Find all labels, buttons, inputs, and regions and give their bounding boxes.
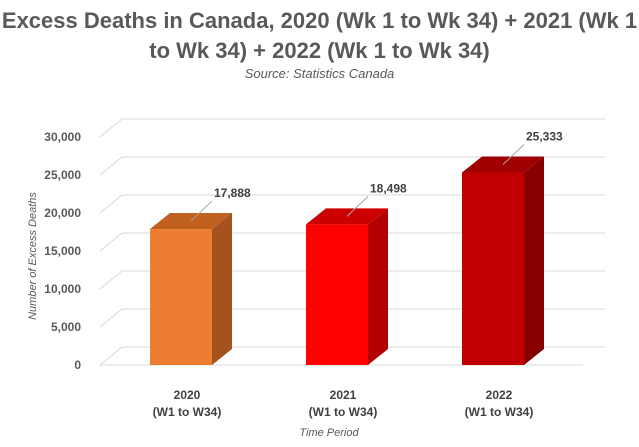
data-label: 25,333	[526, 129, 563, 143]
data-labels: 17,888 18,498 25,333	[190, 129, 563, 222]
x-axis-title: Time Period	[299, 427, 359, 439]
data-label: 18,498	[370, 181, 407, 195]
x-tick-label: (W1 to W34)	[153, 405, 222, 419]
y-tick-label: 15,000	[44, 244, 81, 258]
x-tick-label: 2022	[486, 388, 513, 402]
gridline-side	[99, 308, 123, 328]
bar-front	[462, 172, 524, 365]
x-tick-label: (W1 to W34)	[465, 405, 534, 419]
gridline-side	[99, 270, 123, 290]
bar-2	[462, 156, 544, 365]
x-axis-categories: 2020 (W1 to W34) 2021 (W1 to W34) 2022 (W1 to…	[153, 388, 534, 419]
gridline-side	[99, 156, 123, 176]
x-tick-label: 2021	[330, 388, 357, 402]
gridline-side	[99, 194, 123, 214]
y-tick-label: 10,000	[44, 282, 81, 296]
y-tick-label: 5,000	[51, 320, 81, 334]
bar-front	[306, 224, 368, 365]
y-axis-title: Number of Excess Deaths	[27, 192, 39, 320]
bar-side	[368, 208, 388, 365]
chart-subtitle: Source: Statistics Canada	[244, 66, 395, 81]
data-label-leader	[346, 196, 369, 217]
y-tick-label: 25,000	[44, 168, 81, 182]
data-label-leader	[190, 200, 213, 222]
bar-side	[212, 213, 232, 365]
bar-front	[150, 229, 212, 365]
data-label: 17,888	[214, 186, 251, 200]
y-tick-label: 0	[74, 358, 81, 372]
y-tick-label: 30,000	[44, 130, 81, 144]
bars	[150, 156, 544, 365]
x-tick-label: 2020	[174, 388, 201, 402]
x-tick-label: (W1 to W34)	[309, 405, 378, 419]
gridline-side	[99, 118, 123, 138]
bar-0	[150, 213, 232, 365]
gridline-side	[99, 232, 123, 252]
y-tick-label: 20,000	[44, 206, 81, 220]
gridline-side	[99, 346, 123, 366]
data-label-leader	[502, 144, 525, 165]
chart-title: Excess Deaths in Canada, 2020 (Wk 1 to W…	[1, 8, 638, 63]
bar-1	[306, 208, 388, 365]
y-axis-ticks: 0 5,000 10,000 15,000 20,000 25,000 30,000	[44, 130, 81, 372]
bar-side	[524, 156, 544, 365]
